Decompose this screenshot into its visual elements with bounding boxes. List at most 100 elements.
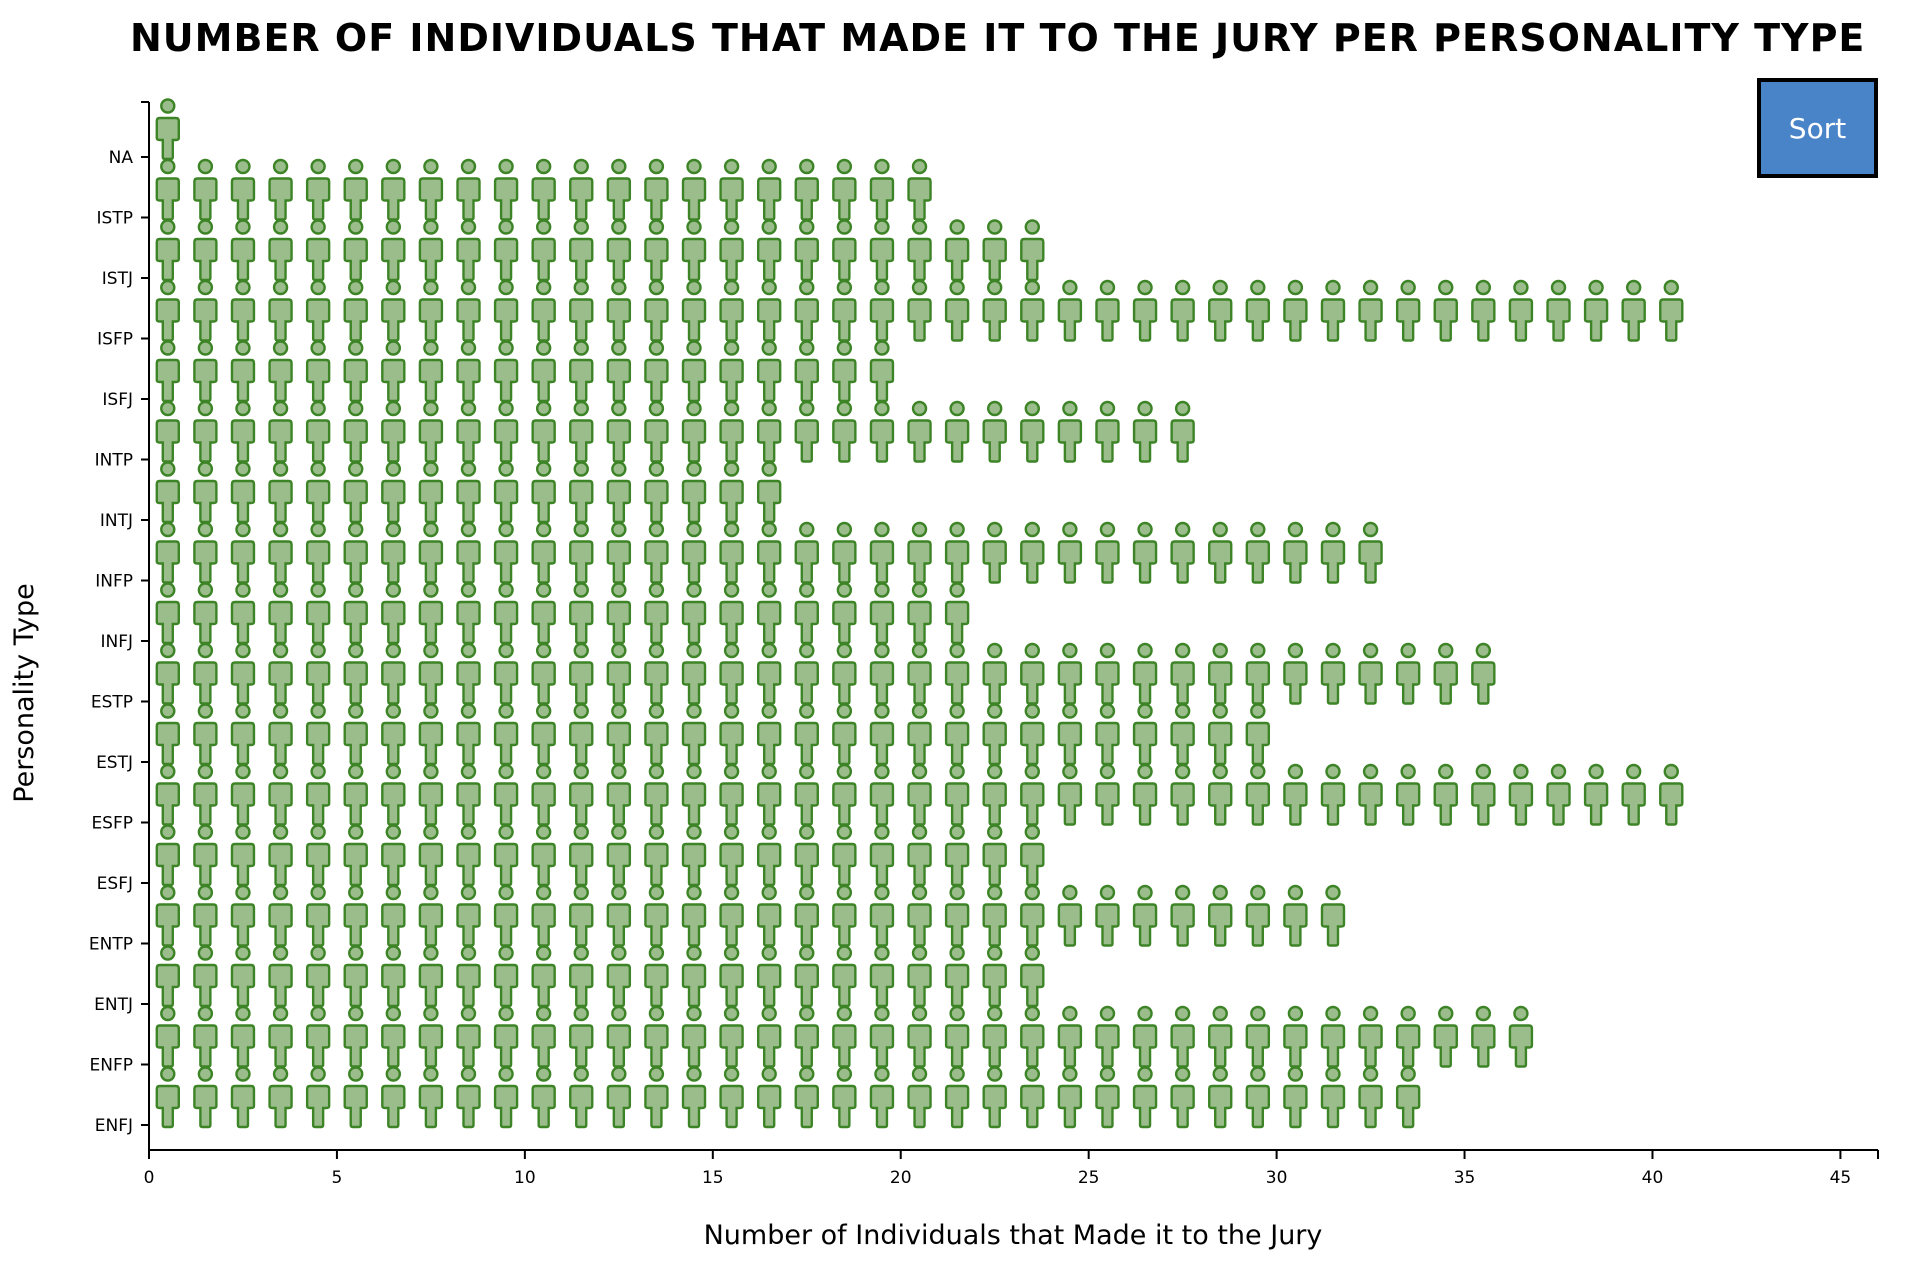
person-icon [268, 824, 293, 887]
person-icon [1020, 884, 1045, 947]
person-icon [644, 461, 669, 524]
person-icon [1020, 400, 1045, 463]
x-tick-label: 20 [890, 1168, 912, 1188]
person-icon [907, 642, 932, 705]
person-icon [569, 279, 594, 342]
person-icon [1471, 1005, 1496, 1068]
person-icon [268, 219, 293, 282]
person-icon [268, 642, 293, 705]
person-icon [756, 703, 782, 766]
person-icon [268, 340, 293, 403]
person-icon [644, 945, 669, 1008]
person-icon [719, 945, 744, 1008]
y-tick-label: INFJ [100, 632, 133, 652]
person-icon [418, 400, 444, 463]
person-icon [493, 945, 519, 1008]
person-icon [1095, 703, 1120, 766]
person-icon [644, 521, 669, 584]
person-icon [681, 582, 707, 645]
person-icon [644, 158, 669, 221]
person-icon [944, 582, 970, 645]
person-icon [305, 461, 331, 524]
person-icon [1132, 884, 1158, 947]
person-icon [268, 1066, 293, 1129]
person-icon [1208, 884, 1233, 947]
person-icon [456, 642, 481, 705]
person-icon [381, 340, 406, 403]
person-icon [644, 763, 669, 826]
person-icon [305, 824, 331, 887]
person-icon [268, 521, 293, 584]
person-icon [1057, 400, 1083, 463]
person-icon [456, 945, 481, 1008]
person-icon [493, 521, 519, 584]
person-icon [456, 824, 481, 887]
person-icon [1020, 1005, 1045, 1068]
person-icon [230, 219, 256, 282]
person-icon [569, 884, 594, 947]
person-icon [493, 824, 519, 887]
y-tick-label: NA [109, 148, 134, 168]
person-icon [493, 279, 519, 342]
x-tick-label: 10 [514, 1168, 536, 1188]
person-icon [1245, 1066, 1271, 1129]
person-icon [456, 400, 481, 463]
person-icon [343, 158, 368, 221]
person-icon [907, 703, 932, 766]
person-icon [982, 279, 1007, 342]
person-icon [1020, 763, 1045, 826]
person-icon [944, 703, 970, 766]
person-icon [681, 1066, 707, 1129]
person-icon [418, 824, 444, 887]
person-icon [1095, 521, 1120, 584]
person-icon [343, 279, 368, 342]
person-icon [982, 642, 1007, 705]
sort-button[interactable]: Sort [1757, 78, 1878, 178]
person-icon [1245, 1005, 1271, 1068]
person-icon [832, 945, 857, 1008]
person-icon [193, 340, 218, 403]
x-tick-label: 15 [702, 1168, 724, 1188]
person-icon [418, 279, 444, 342]
person-icon [1170, 703, 1195, 766]
person-icon [944, 219, 970, 282]
person-icon [418, 884, 444, 947]
person-icon [381, 642, 406, 705]
person-icon [1057, 279, 1083, 342]
person-icon [756, 400, 782, 463]
person-icon [869, 340, 895, 403]
x-tick-label: 40 [1642, 1168, 1664, 1188]
person-icon [1132, 279, 1158, 342]
person-icon [268, 1005, 293, 1068]
person-icon [531, 945, 556, 1008]
person-icon [869, 582, 895, 645]
person-icon [681, 763, 707, 826]
person-icon [418, 158, 444, 221]
person-icon [381, 279, 406, 342]
person-icon [1020, 279, 1045, 342]
person-icon [1132, 1066, 1158, 1129]
person-icon [832, 219, 857, 282]
person-icon [756, 763, 782, 826]
person-icon [832, 279, 857, 342]
person-icon [907, 158, 932, 221]
person-icon [381, 461, 406, 524]
person-icon [155, 340, 180, 403]
person-icon [869, 158, 895, 221]
person-icon [1320, 642, 1346, 705]
person-icon [869, 1005, 895, 1068]
person-icon [1170, 884, 1195, 947]
y-tick-label: ESTP [91, 693, 133, 713]
person-icon [1020, 219, 1045, 282]
person-icon [569, 158, 594, 221]
person-icon [155, 521, 180, 584]
person-icon [1283, 884, 1308, 947]
person-icon [832, 703, 857, 766]
person-icon [418, 642, 444, 705]
person-icon [606, 1005, 632, 1068]
person-icon [1208, 279, 1233, 342]
person-icon [606, 340, 632, 403]
person-icon [230, 400, 256, 463]
person-icon [305, 400, 331, 463]
person-icon [1320, 763, 1346, 826]
